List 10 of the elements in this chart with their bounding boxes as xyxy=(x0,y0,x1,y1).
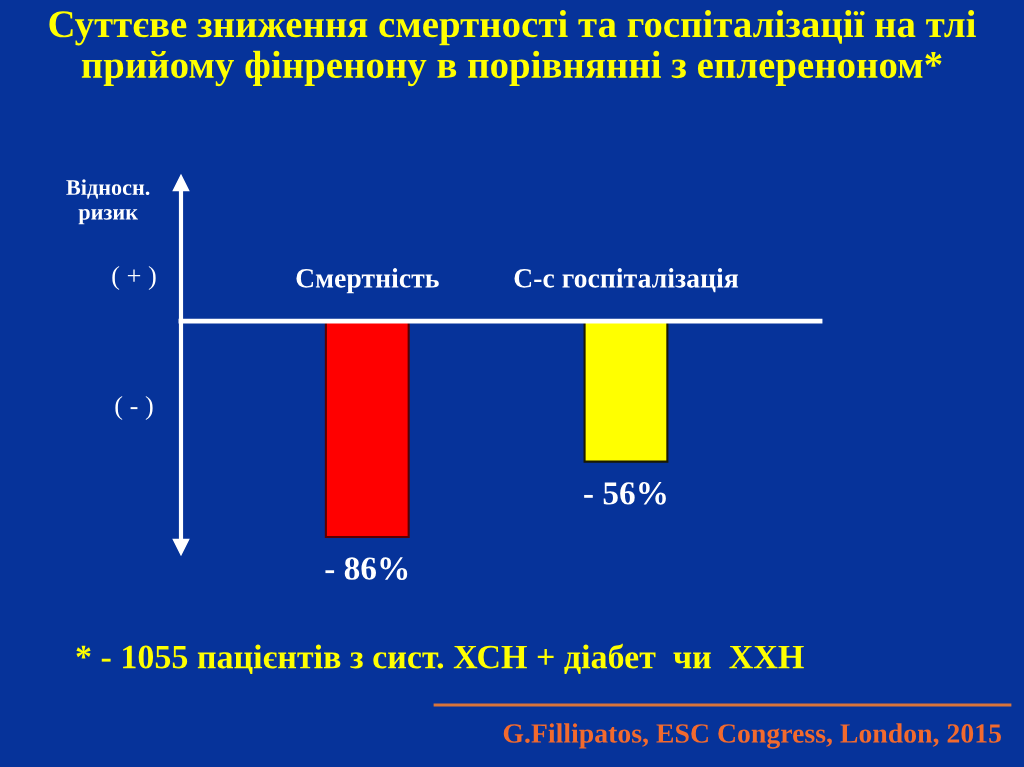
y-axis-title: Відносн. ризик xyxy=(66,179,150,225)
text: G.Fillipatos, ESC Congress, London, 2015 xyxy=(503,723,1001,749)
x-tick-label: С-с госпіталізація xyxy=(514,268,739,293)
data-label: - 56% xyxy=(584,482,666,505)
text: ( + ) xyxy=(112,266,156,290)
text: ( - ) xyxy=(115,396,153,420)
data-label: - 86% xyxy=(325,557,408,580)
text: * - 1055 пацієнтів з сист. ХСН + діабет чи ХХН xyxy=(76,643,804,675)
x-tick-label: Смертність xyxy=(296,268,439,294)
chart-title: Суттєве зниження смертності та госпіталізації на тлі прийому фінренону в порівнянні з еплереноном* xyxy=(49,10,976,87)
